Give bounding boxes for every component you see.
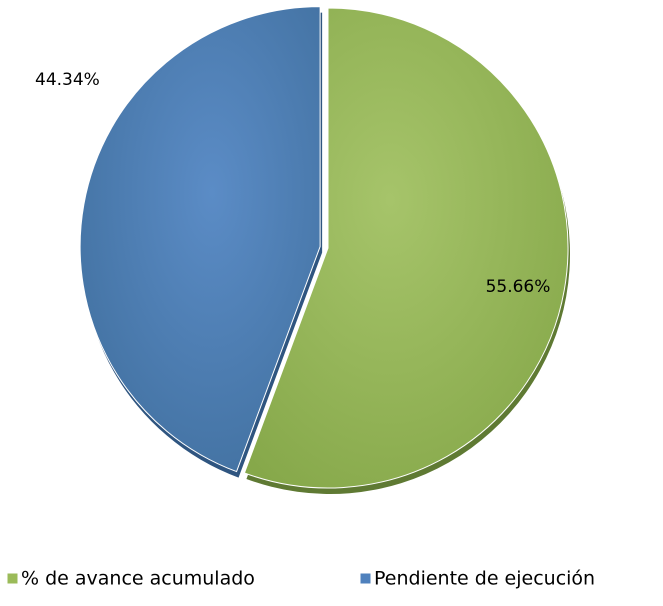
data-label: 55.66% (486, 277, 551, 297)
pie-slice (243, 7, 569, 489)
legend-label: % de avance acumulado (21, 568, 255, 590)
legend-label: Pendiente de ejecución (374, 568, 595, 590)
legend-swatch (6, 572, 19, 585)
data-label: 44.34% (35, 70, 100, 90)
pie-slice (79, 6, 321, 473)
legend-swatch (359, 572, 372, 585)
